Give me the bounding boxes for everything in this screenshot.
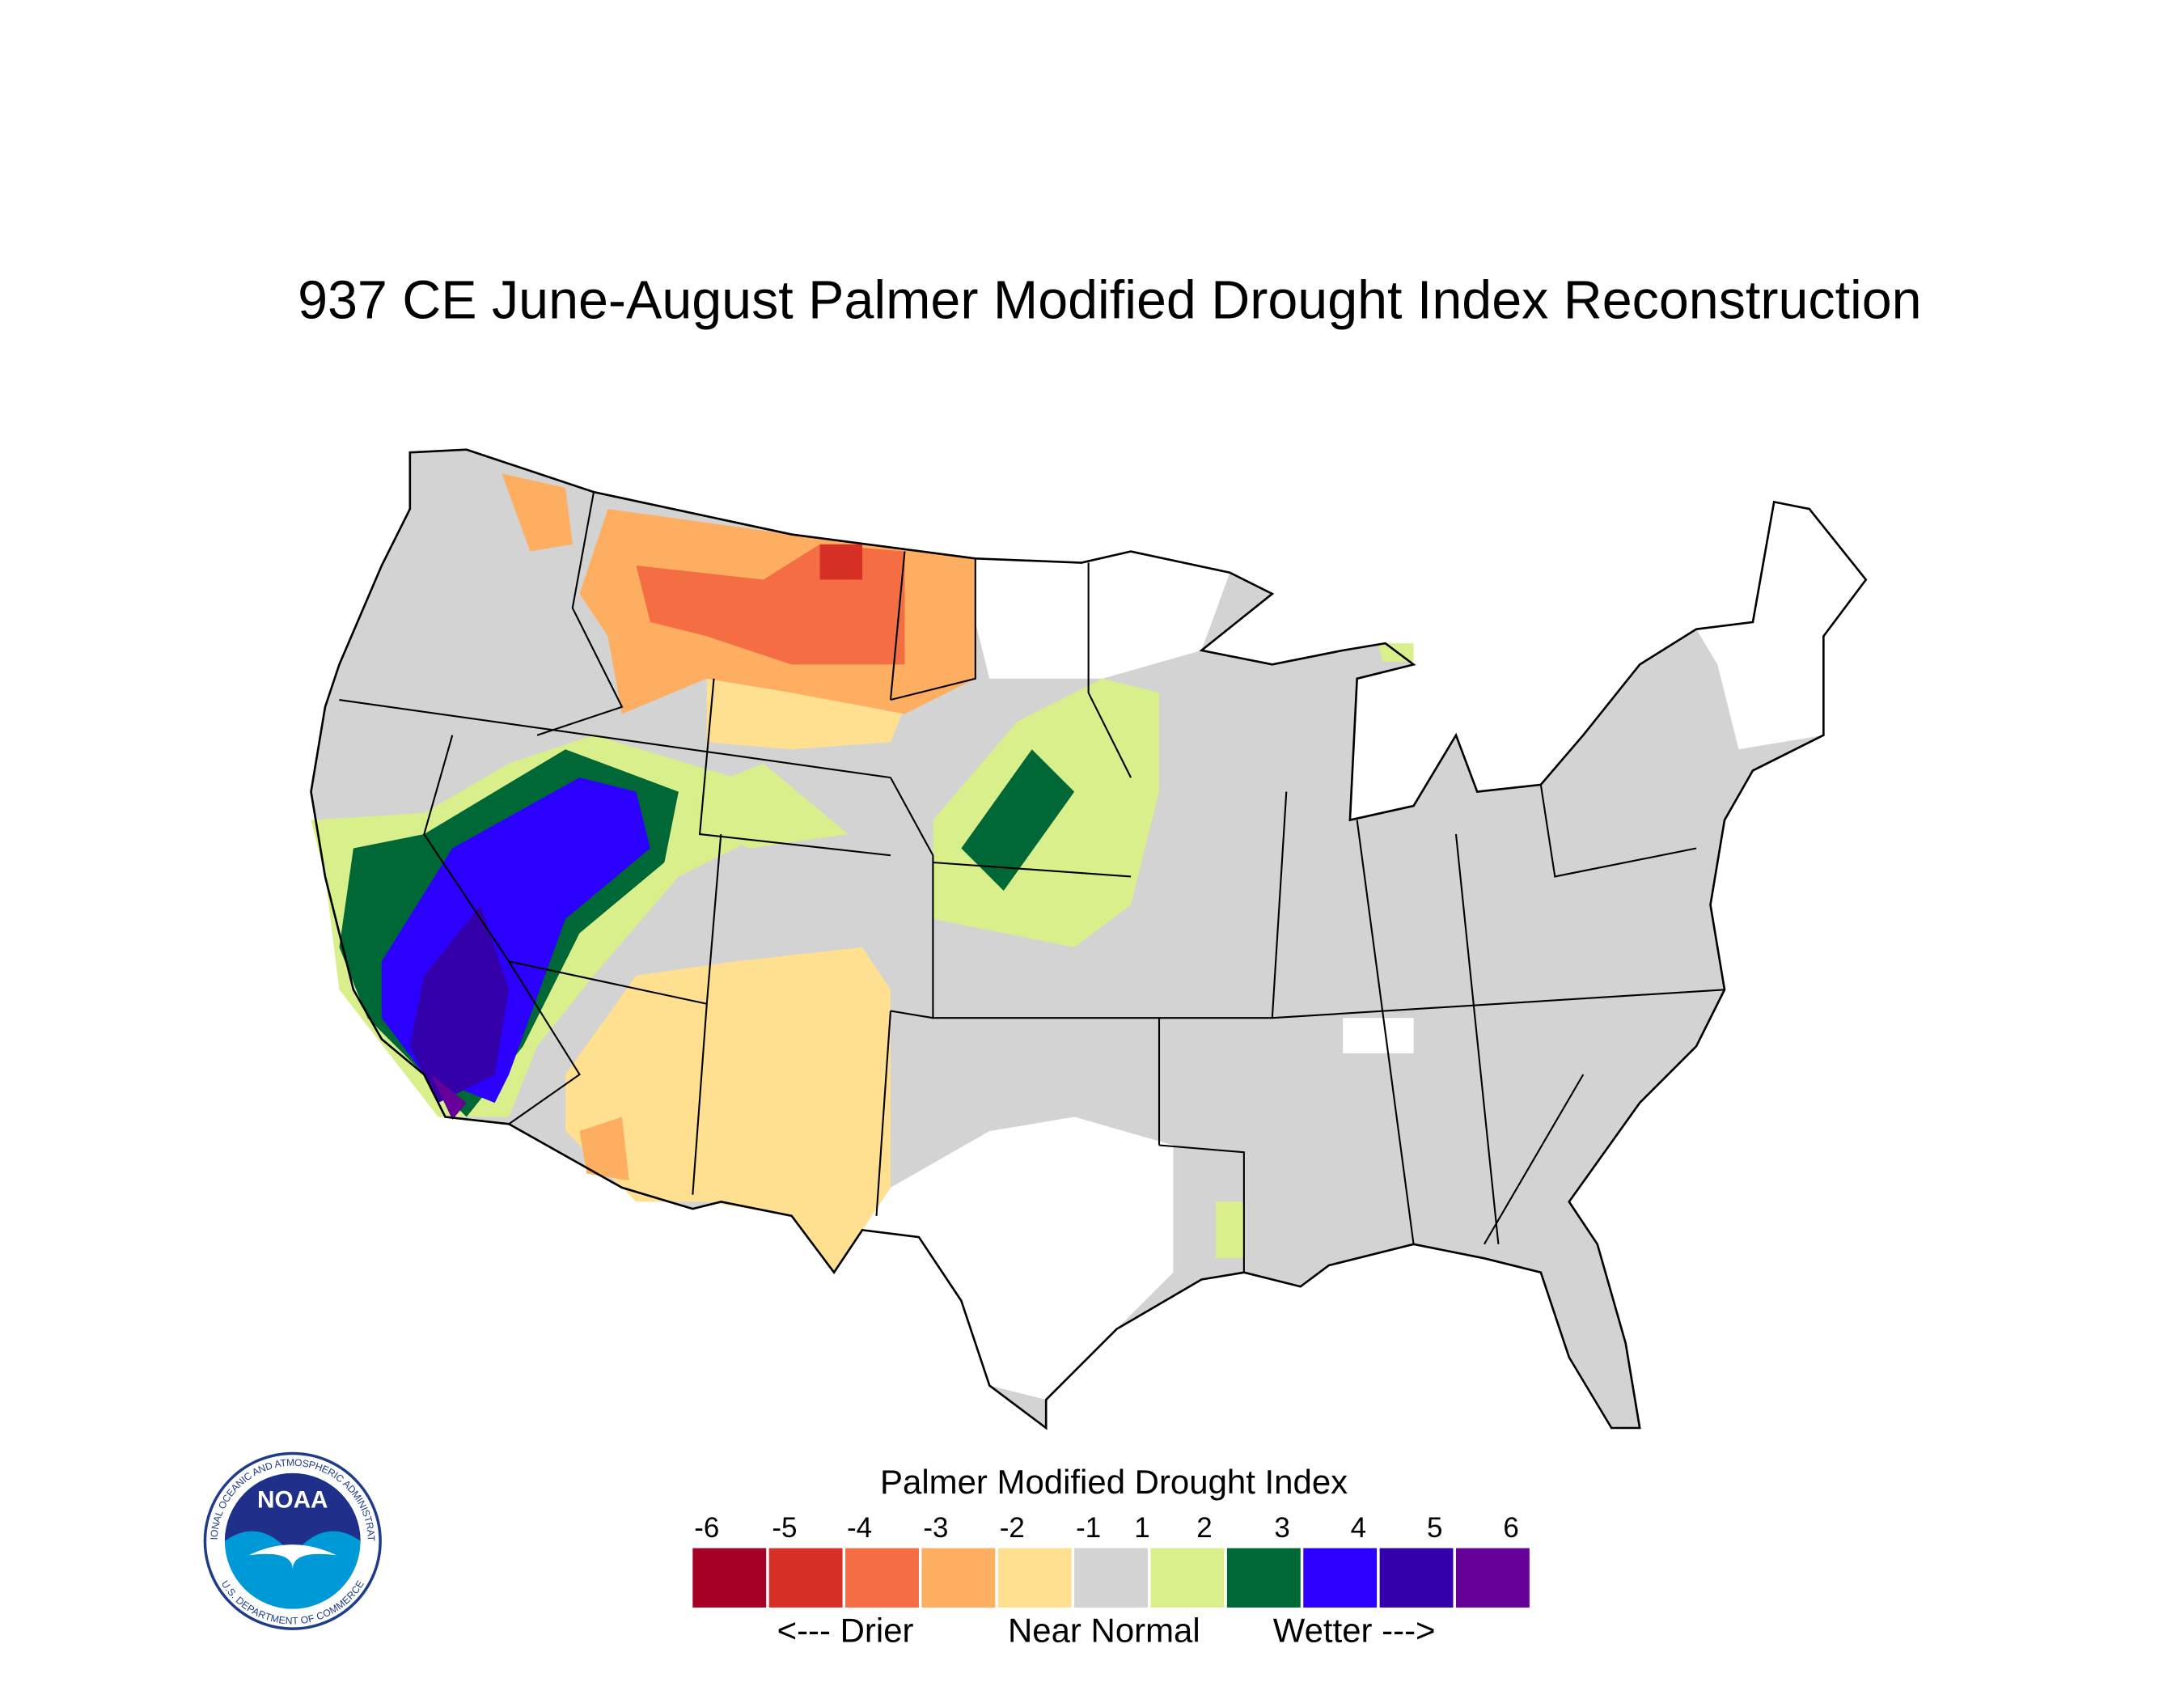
dry-region — [502, 473, 573, 552]
legend-tick-label: 3 — [1274, 1512, 1289, 1544]
legend-swatch — [1379, 1548, 1454, 1608]
wet-region — [409, 905, 510, 1104]
state-border — [339, 491, 1725, 1273]
wet-region — [692, 763, 849, 849]
legend-swatch — [1226, 1548, 1301, 1608]
wet-region — [431, 1074, 467, 1121]
white-region — [1343, 1018, 1414, 1053]
legend-tick-label: 5 — [1427, 1512, 1442, 1544]
dry-region — [706, 678, 905, 750]
legend: Palmer Modified Drought Index -6 -5 -4 -3 -2… — [692, 1463, 1530, 1649]
logo-sky — [224, 1472, 361, 1556]
state-borders — [339, 491, 1725, 1273]
legend-title: Palmer Modified Drought Index — [880, 1463, 1348, 1501]
legend-swatch — [997, 1548, 1072, 1608]
dry-region — [819, 544, 863, 580]
legend-tick-label: -5 — [772, 1512, 797, 1544]
legend-swatch — [1074, 1548, 1149, 1608]
legend-tick-label: 2 — [1196, 1512, 1212, 1544]
legend-swatch — [845, 1548, 919, 1608]
legend-swatch — [1455, 1548, 1530, 1608]
legend-swatch — [1303, 1548, 1378, 1608]
title: 937 CE June-August Palmer Modified Droug… — [298, 270, 1922, 330]
legend-tick-label: -2 — [1000, 1512, 1025, 1544]
legend-swatch — [1150, 1548, 1225, 1608]
legend-tick-label: 6 — [1503, 1512, 1518, 1544]
legend-swatch — [692, 1548, 767, 1608]
legend-tick-label: 4 — [1351, 1512, 1366, 1544]
legend-label: Near Normal — [1008, 1611, 1200, 1649]
legend-tick-label: -6 — [694, 1512, 719, 1544]
legend-label: Wetter ---> — [1273, 1611, 1436, 1649]
logo-text: NOAA — [257, 1487, 328, 1514]
dry-region — [579, 1116, 629, 1181]
legend-tick-label: 1 — [1134, 1512, 1149, 1544]
legend-label: <--- Drier — [777, 1611, 914, 1649]
legend-tick-label: -4 — [847, 1512, 872, 1544]
legend-tick-label: -1 — [1076, 1512, 1101, 1544]
legend-swatch — [921, 1548, 996, 1608]
legend-tick-label: -3 — [923, 1512, 948, 1544]
us-outline — [310, 448, 1868, 1430]
white-region — [862, 1116, 1174, 1400]
legend-swatch — [768, 1548, 843, 1608]
logo-bird — [248, 1544, 336, 1570]
us-map — [310, 448, 1868, 1430]
white-region — [975, 551, 1230, 679]
wet-region — [961, 749, 1075, 891]
dry-region — [565, 947, 891, 1273]
wet-region — [1215, 1201, 1244, 1259]
